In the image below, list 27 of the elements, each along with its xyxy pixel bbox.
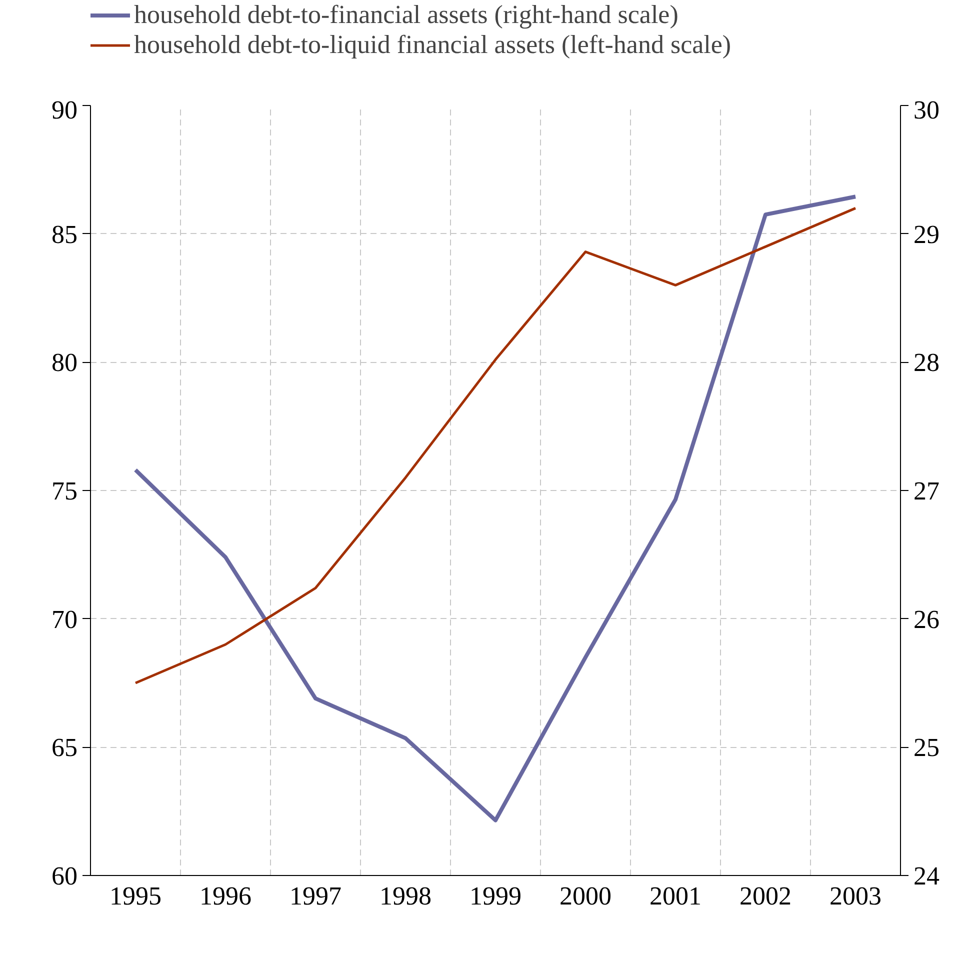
line-series	[134, 194, 858, 822]
x-tick-label: 2003	[830, 882, 882, 910]
y-tick-label: 60	[52, 862, 78, 890]
y-tick-label: 65	[52, 733, 78, 762]
x-tick-label: 2000	[560, 882, 612, 910]
y2-tick-label: 29	[914, 220, 940, 249]
y-tick-label: 85	[52, 220, 78, 249]
y-tick-label: 90	[52, 96, 78, 124]
x-tick-label: 1999	[470, 882, 522, 910]
y2-tick-label: 26	[914, 604, 940, 634]
x-tick-label: 1995	[110, 882, 162, 910]
x-tick-label: 1996	[200, 882, 252, 910]
x-tick-label: 2002	[740, 882, 792, 910]
y2-tick-label: 24	[914, 862, 940, 890]
x-tick-label: 1997	[290, 882, 342, 910]
y2-tick-label: 25	[914, 733, 940, 762]
x-tick-label: 2001	[650, 882, 702, 910]
y-tick-label: 75	[52, 476, 78, 506]
y-tick-label: 80	[52, 348, 78, 378]
legend-label: household debt-to-liquid financial assets (left-hand scale)	[134, 30, 732, 60]
x-tick-label: 1998	[380, 882, 432, 910]
y2-tick-label: 27	[914, 476, 940, 506]
y2-tick-label: 28	[914, 348, 940, 378]
y-tick-label: 70	[52, 604, 78, 634]
line-series	[134, 206, 857, 684]
y2-tick-label: 30	[914, 96, 940, 124]
legend-label: household debt-to-financial assets (right-hand scale)	[134, 0, 678, 30]
